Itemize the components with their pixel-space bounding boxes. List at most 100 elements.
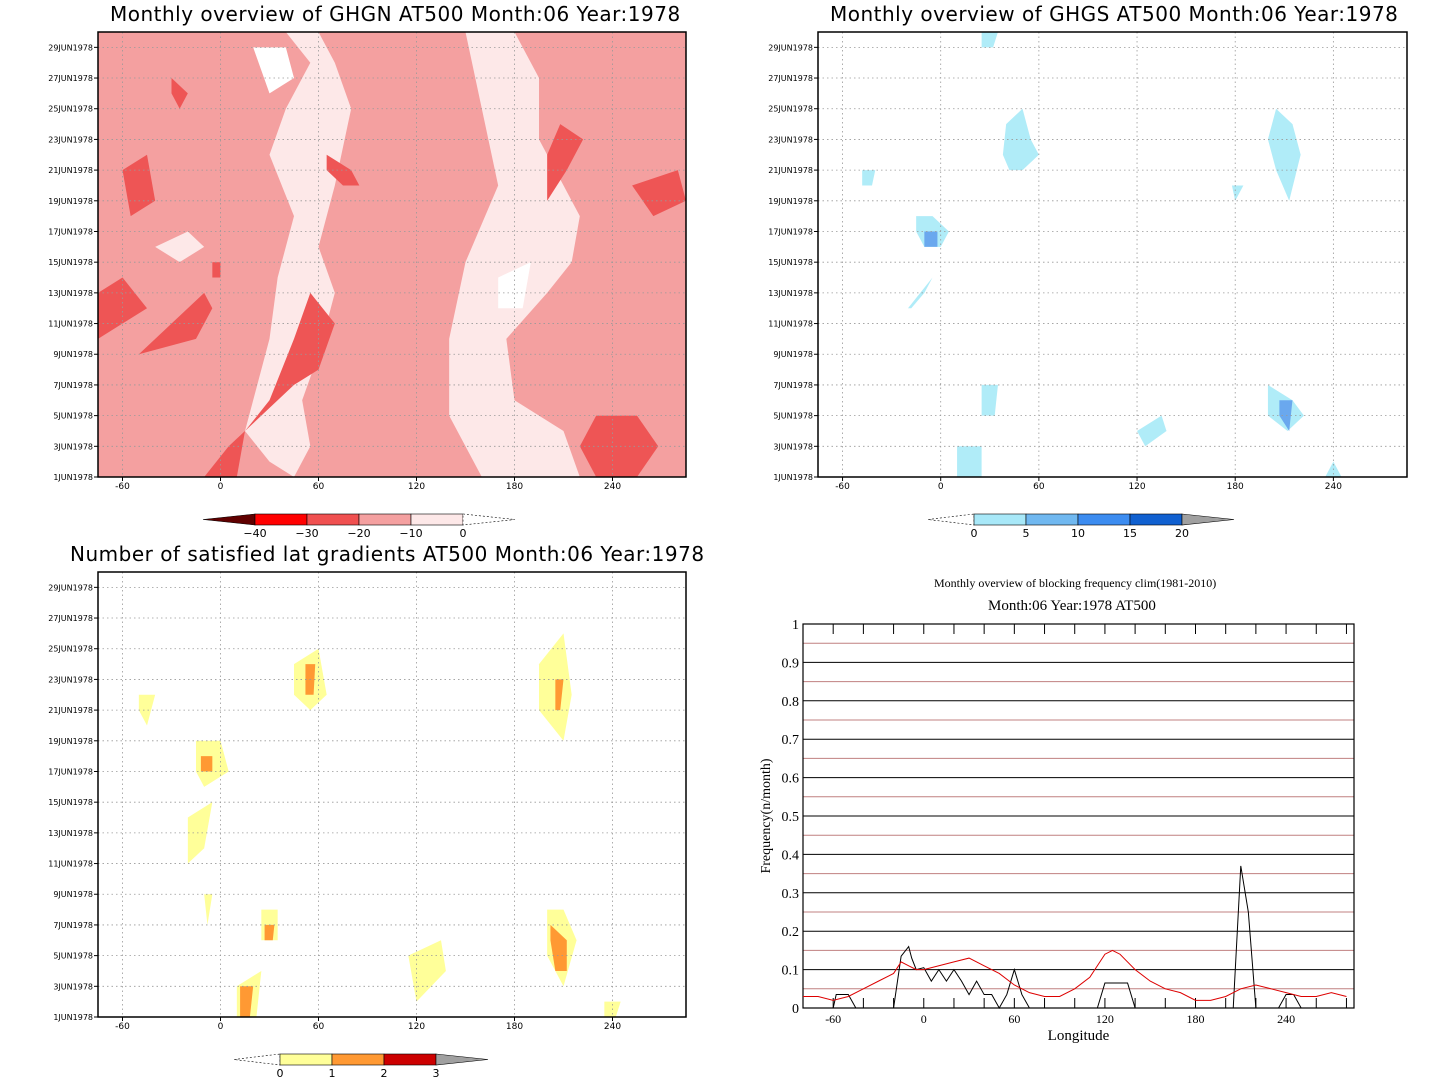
y-tick-label: 21JUN1978 — [48, 706, 93, 715]
y-tick-label: 0.8 — [782, 695, 800, 710]
colorbar-tick-label: 0 — [460, 527, 467, 540]
colorbar-tick-label: 3 — [433, 1067, 440, 1080]
contour-region-15 — [550, 924, 567, 971]
y-tick-label: 13JUN1978 — [48, 289, 93, 298]
contour-region-4 — [907, 277, 933, 309]
y-tick-label: 0.5 — [782, 810, 800, 825]
chart-lat-gradients: -60 0 60 120 180 2401JUN19783JUN19785JUN19787… — [48, 571, 687, 1080]
plot-area — [818, 32, 1407, 477]
chart-title-ghgn: Monthly overview of GHGN AT500 Month:06 … — [110, 2, 681, 26]
y-axis-label: Frequency(n/month) — [759, 758, 774, 873]
y-tick-label: 17JUN1978 — [768, 227, 813, 236]
x-tick-label: 180 — [506, 1022, 523, 1032]
y-tick-label: 0.6 — [782, 772, 800, 787]
x-tick-label: -60 — [115, 1022, 130, 1032]
y-tick-label: 27JUN1978 — [48, 614, 93, 623]
x-tick-label: 240 — [604, 1022, 621, 1032]
y-tick-label: 3JUN1978 — [773, 442, 813, 451]
y-tick-label: 5JUN1978 — [53, 952, 93, 961]
contour-region-14 — [264, 924, 275, 941]
y-tick-label: 13JUN1978 — [48, 829, 93, 838]
contour-region-2 — [862, 170, 876, 186]
y-tick-label: 27JUN1978 — [768, 74, 813, 83]
contour-region-8 — [171, 78, 188, 109]
y-tick-label: 0.3 — [782, 887, 800, 902]
colorbar-tick-label: 1 — [329, 1067, 336, 1080]
y-tick-label: 13JUN1978 — [768, 289, 813, 298]
contour-region-0 — [981, 32, 998, 48]
colorbar-tick-label: −30 — [295, 527, 318, 540]
colorbar-tick-label: 15 — [1123, 527, 1137, 540]
plot-frame — [817, 31, 1408, 478]
contour-region-3 — [204, 894, 213, 925]
colorbar-tick-label: −40 — [243, 527, 266, 540]
contour-region-9 — [957, 446, 982, 477]
y-tick-label: 3JUN1978 — [53, 442, 93, 451]
plot-area — [98, 572, 686, 1017]
colorbar-min-arrow — [927, 513, 975, 526]
chart-subtitle-blocking: Month:06 Year:1978 AT500 — [988, 598, 1156, 614]
colorbar-tick-label: 5 — [1023, 527, 1030, 540]
y-tick-label: 0.4 — [782, 848, 800, 863]
y-tick-label: 11JUN1978 — [48, 320, 93, 329]
y-tick-label: 9JUN1978 — [53, 890, 93, 899]
x-tick-label: 240 — [604, 482, 621, 492]
x-tick-label: 120 — [1128, 482, 1145, 492]
colorbar-tick-label: 0 — [277, 1067, 284, 1080]
x-tick-label: -60 — [115, 482, 130, 492]
contour-region-3 — [106, 292, 213, 385]
y-tick-label: 0.1 — [782, 964, 800, 979]
x-tick-label: 0 — [921, 1012, 927, 1026]
colorbar-tick-label: 0 — [971, 527, 978, 540]
x-tick-label: -60 — [825, 1012, 841, 1026]
x-tick-label: 60 — [313, 482, 325, 492]
y-tick-label: 1JUN1978 — [53, 473, 93, 482]
x-tick-label: 240 — [1325, 482, 1342, 492]
y-tick-label: 3JUN1978 — [53, 982, 93, 991]
y-tick-label: 0.2 — [782, 925, 800, 940]
colorbar-max-arrow — [435, 1053, 489, 1066]
contour-region-11 — [200, 756, 213, 772]
y-tick-label: 29JUN1978 — [48, 43, 93, 52]
y-tick-label: 17JUN1978 — [48, 767, 93, 776]
y-tick-label: 23JUN1978 — [768, 135, 813, 144]
contour-light-region-0 — [236, 32, 352, 477]
y-tick-label: 23JUN1978 — [48, 675, 93, 684]
chart-ghgs: -60 0 60 120 180 240 1JUN1978 3JUN1978 5JUN1978 7… — [768, 31, 1408, 540]
y-tick-label: 17JUN1978 — [48, 227, 93, 236]
y-tick-label: 15JUN1978 — [768, 258, 813, 267]
y-tick-label: 1JUN1978 — [53, 1013, 93, 1022]
y-tick-label: 5JUN1978 — [53, 412, 93, 421]
colorbar-tick-label: 2 — [381, 1067, 388, 1080]
y-tick-label: 7JUN1978 — [53, 921, 93, 930]
x-tick-label: 60 — [1008, 1012, 1020, 1026]
plot-frame — [97, 571, 687, 1018]
chart-ghgn: -60 0 60 120 180 240 1JUN1978 3JUN1978 5JUN1978 7… — [48, 31, 687, 540]
contour-region-4 — [204, 292, 335, 477]
y-tick-label: 29JUN1978 — [768, 43, 813, 52]
x-tick-label: 180 — [1227, 482, 1244, 492]
x-tick-label: 180 — [506, 482, 523, 492]
y-tick-label: 29JUN1978 — [48, 583, 93, 592]
y-tick-label: 25JUN1978 — [48, 645, 93, 654]
y-tick-label: 7JUN1978 — [53, 381, 93, 390]
colorbar-max-arrow — [462, 513, 516, 526]
contour-region-2 — [212, 262, 221, 278]
y-tick-label: 0 — [792, 1002, 799, 1017]
x-axis-label: Longitude — [1048, 1028, 1110, 1044]
y-tick-label: 7JUN1978 — [773, 381, 813, 390]
colorbar-min-arrow — [233, 1053, 281, 1066]
y-tick-label: 1JUN1978 — [773, 473, 813, 482]
series-line-observed — [803, 865, 1347, 1010]
contour-region-1 — [98, 277, 147, 339]
y-tick-label: 0.7 — [782, 733, 800, 748]
y-tick-label: 9JUN1978 — [773, 350, 813, 359]
colorbar-tick-label: −10 — [399, 527, 422, 540]
y-tick-label: 15JUN1978 — [48, 258, 93, 267]
chart-title-ghgs: Monthly overview of GHGS AT500 Month:06 … — [830, 2, 1399, 26]
contour-region-5 — [1267, 108, 1301, 201]
contour-region-7 — [579, 415, 659, 477]
contour-region-13 — [1279, 400, 1293, 431]
contour-region-0 — [138, 694, 156, 726]
y-tick-label: 5JUN1978 — [773, 412, 813, 421]
